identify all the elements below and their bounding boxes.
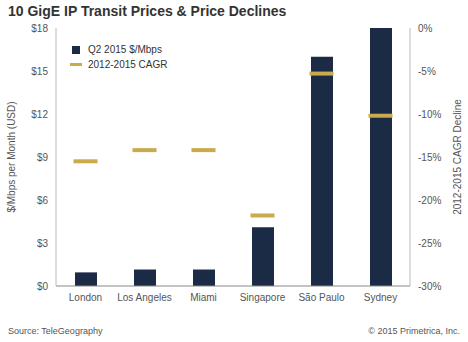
svg-text:Los Angeles: Los Angeles	[117, 292, 172, 303]
html-text:10 GigE IP Transit Prices & Pr: 10 GigE IP Transit Prices & Price Declin…	[8, 3, 287, 19]
svg-text:Singapore: Singapore	[240, 292, 286, 303]
svg-text:-30%: -30%	[418, 281, 441, 292]
svg-text:Miami: Miami	[190, 292, 217, 303]
svg-text:$6: $6	[37, 195, 49, 206]
html-text:$/Mbps per Month (USD): $/Mbps per Month (USD)	[5, 101, 17, 213]
svg-text:$0: $0	[37, 281, 49, 292]
svg-text:London: London	[69, 292, 102, 303]
html-text:Source: TeleGeography: Source: TeleGeography	[8, 326, 103, 336]
svg-text:-15%: -15%	[418, 152, 441, 163]
svg-text:Sydney: Sydney	[364, 292, 397, 303]
svg-text:-25%: -25%	[418, 238, 441, 249]
svg-text:$15: $15	[31, 66, 48, 77]
svg-text:-10%: -10%	[418, 109, 441, 120]
svg-text:0%: 0%	[418, 23, 433, 34]
html-text:© 2015 Primetrica, Inc.: © 2015 Primetrica, Inc.	[368, 326, 460, 336]
svg-text:$12: $12	[31, 109, 48, 120]
html-text:Q2 2015 $/Mbps: Q2 2015 $/Mbps	[88, 44, 162, 55]
html-text:2012-2015 CAGR: 2012-2015 CAGR	[88, 59, 168, 70]
svg-text:$18: $18	[31, 23, 48, 34]
svg-text:$3: $3	[37, 238, 49, 249]
svg-text:-20%: -20%	[418, 195, 441, 206]
svg-text:-5%: -5%	[418, 66, 436, 77]
html-text:2012-2015 CAGR Decline: 2012-2015 CAGR Decline	[451, 99, 463, 215]
svg-text:$9: $9	[37, 152, 49, 163]
svg-text:São Paulo: São Paulo	[298, 292, 345, 303]
